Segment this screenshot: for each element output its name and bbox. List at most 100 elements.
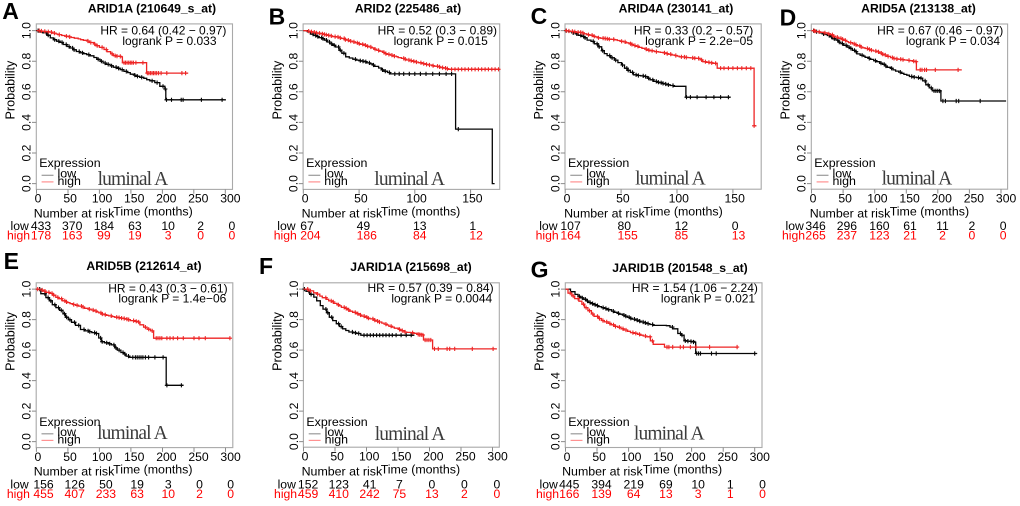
- svg-text:low: low: [11, 219, 29, 233]
- svg-text:13: 13: [732, 229, 746, 243]
- svg-text:10: 10: [162, 487, 176, 501]
- svg-text:low: low: [58, 167, 77, 181]
- svg-text:150: 150: [725, 192, 746, 206]
- svg-text:luminal A: luminal A: [375, 424, 446, 445]
- svg-text:346: 346: [805, 219, 826, 233]
- svg-text:3: 3: [165, 477, 172, 491]
- svg-text:296: 296: [837, 219, 858, 233]
- svg-text:luminal A: luminal A: [635, 169, 706, 190]
- svg-text:high: high: [7, 487, 30, 501]
- svg-text:Expression: Expression: [306, 415, 367, 429]
- svg-text:0: 0: [302, 450, 309, 464]
- svg-text:265: 265: [805, 229, 826, 243]
- svg-text:A: A: [2, 0, 19, 24]
- svg-text:0: 0: [429, 477, 436, 491]
- svg-text:0.6: 0.6: [287, 341, 301, 358]
- svg-text:50: 50: [354, 192, 368, 206]
- svg-text:139: 139: [591, 487, 612, 501]
- svg-text:150: 150: [124, 450, 145, 464]
- svg-text:41: 41: [363, 477, 377, 491]
- svg-text:HR = 0.33 (0.2 − 0.57): HR = 0.33 (0.2 − 0.57): [634, 23, 753, 37]
- svg-text:high: high: [57, 433, 81, 447]
- svg-text:HR = 0.67 (0.46 − 0.97): HR = 0.67 (0.46 − 0.97): [877, 24, 1003, 38]
- svg-text:250: 250: [188, 450, 209, 464]
- svg-text:200: 200: [423, 450, 444, 464]
- svg-text:67: 67: [300, 219, 314, 233]
- svg-text:luminal A: luminal A: [97, 423, 168, 444]
- svg-text:Time (months): Time (months): [890, 205, 969, 219]
- svg-text:459: 459: [298, 487, 319, 501]
- svg-text:high: high: [324, 174, 348, 188]
- svg-text:0: 0: [302, 192, 309, 206]
- svg-text:0.0: 0.0: [549, 433, 563, 450]
- svg-text:200: 200: [685, 450, 706, 464]
- svg-text:50: 50: [838, 192, 852, 206]
- svg-text:0.4: 0.4: [548, 114, 562, 131]
- svg-text:Probability: Probability: [271, 311, 285, 371]
- svg-text:407: 407: [65, 487, 86, 501]
- svg-text:luminal A: luminal A: [634, 424, 705, 445]
- svg-text:high: high: [7, 229, 30, 243]
- svg-text:low: low: [786, 219, 804, 233]
- svg-text:high: high: [58, 174, 82, 188]
- svg-text:0: 0: [564, 450, 571, 464]
- svg-text:0.6: 0.6: [20, 341, 34, 358]
- svg-text:300: 300: [220, 450, 241, 464]
- svg-text:0.4: 0.4: [795, 114, 809, 131]
- svg-text:410: 410: [329, 487, 350, 501]
- svg-text:logrank P = 0.015: logrank P = 0.015: [394, 34, 489, 48]
- svg-text:0.2: 0.2: [549, 402, 563, 419]
- svg-text:Expression: Expression: [568, 415, 629, 429]
- svg-text:250: 250: [455, 450, 476, 464]
- svg-text:0.6: 0.6: [548, 83, 562, 100]
- svg-text:0: 0: [196, 477, 203, 491]
- svg-text:Probability: Probability: [270, 60, 284, 120]
- svg-text:12: 12: [675, 219, 689, 233]
- svg-text:low: low: [324, 167, 343, 181]
- svg-text:184: 184: [94, 219, 115, 233]
- svg-text:JARID1B (201548_s_at): JARID1B (201548_s_at): [612, 261, 748, 275]
- svg-text:high: high: [586, 174, 610, 188]
- svg-text:0.2: 0.2: [287, 402, 301, 419]
- svg-text:100: 100: [669, 192, 690, 206]
- svg-text:Number at risk: Number at risk: [302, 465, 383, 479]
- svg-text:155: 155: [618, 229, 639, 243]
- svg-text:ARID1A (210649_s_at): ARID1A (210649_s_at): [88, 1, 216, 15]
- svg-text:high: high: [833, 174, 857, 188]
- svg-text:Time (months): Time (months): [643, 205, 722, 219]
- svg-text:Probability: Probability: [532, 60, 546, 120]
- svg-text:high: high: [536, 487, 559, 501]
- svg-text:163: 163: [62, 229, 83, 243]
- svg-text:152: 152: [298, 477, 319, 491]
- svg-text:178: 178: [31, 229, 52, 243]
- svg-text:370: 370: [62, 219, 83, 233]
- svg-text:0.4: 0.4: [20, 114, 34, 131]
- svg-text:1.0: 1.0: [287, 280, 301, 297]
- svg-text:Time (months): Time (months): [113, 205, 192, 219]
- svg-text:50: 50: [592, 450, 606, 464]
- svg-text:1.0: 1.0: [20, 22, 34, 39]
- svg-text:low: low: [325, 425, 344, 439]
- svg-text:0: 0: [229, 219, 236, 233]
- svg-text:100: 100: [92, 450, 113, 464]
- svg-text:0.4: 0.4: [549, 372, 563, 389]
- svg-text:150: 150: [462, 192, 483, 206]
- svg-text:1: 1: [469, 219, 476, 233]
- svg-text:logrank P = 0.034: logrank P = 0.034: [906, 34, 1001, 48]
- svg-text:156: 156: [33, 477, 54, 491]
- svg-text:50: 50: [330, 450, 344, 464]
- svg-text:0.2: 0.2: [795, 144, 809, 161]
- svg-text:Number at risk: Number at risk: [302, 207, 383, 221]
- svg-text:300: 300: [220, 192, 241, 206]
- svg-text:219: 219: [624, 477, 645, 491]
- svg-text:luminal A: luminal A: [374, 169, 445, 190]
- svg-text:13: 13: [425, 487, 439, 501]
- svg-text:0.2: 0.2: [287, 144, 301, 161]
- svg-text:250: 250: [718, 450, 739, 464]
- svg-text:107: 107: [560, 219, 581, 233]
- svg-text:0.2: 0.2: [20, 402, 34, 419]
- svg-text:0: 0: [810, 192, 817, 206]
- svg-text:high: high: [274, 487, 297, 501]
- svg-text:0: 0: [227, 487, 234, 501]
- svg-text:0: 0: [969, 229, 976, 243]
